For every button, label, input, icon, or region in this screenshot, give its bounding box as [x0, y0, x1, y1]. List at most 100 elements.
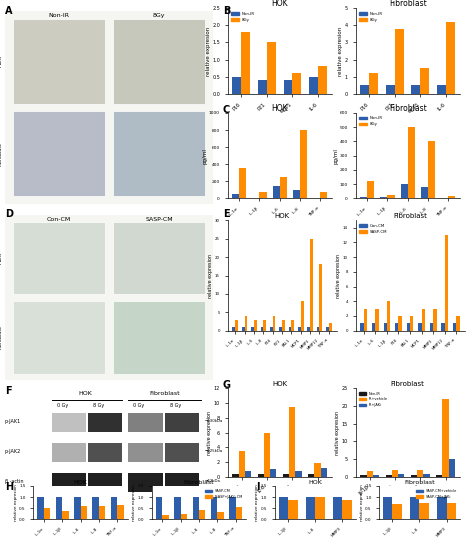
Bar — [295, 471, 302, 477]
Bar — [88, 413, 122, 432]
Legend: Non-IR, 8Gy: Non-IR, 8Gy — [357, 10, 384, 23]
Bar — [442, 399, 449, 477]
Bar — [411, 85, 420, 94]
Text: A: A — [5, 6, 12, 15]
Y-axis label: relative expresion: relative expresion — [360, 484, 364, 521]
Bar — [163, 515, 169, 519]
Bar — [360, 85, 369, 94]
Bar — [401, 184, 408, 198]
Bar — [232, 194, 239, 198]
Bar — [259, 192, 266, 198]
Legend: SASP-CM, (SASP+JAKi)-CM: SASP-CM, (SASP+JAKi)-CM — [204, 488, 245, 500]
Title: Fibroblast: Fibroblast — [404, 480, 435, 485]
Bar — [242, 327, 245, 331]
Bar — [301, 301, 303, 331]
Bar — [449, 459, 455, 477]
Bar — [264, 433, 270, 477]
Y-axis label: relative expresion: relative expresion — [209, 253, 213, 298]
Text: Fibroblast: Fibroblast — [0, 142, 3, 166]
Bar — [387, 301, 391, 331]
Bar — [283, 474, 289, 477]
Bar — [366, 471, 373, 477]
Text: C: C — [223, 105, 230, 115]
Bar — [88, 473, 122, 492]
Bar — [264, 320, 266, 331]
Legend: Con-CM, SASP-CM: Con-CM, SASP-CM — [357, 223, 389, 235]
Bar — [113, 222, 205, 294]
Text: p-JAK2: p-JAK2 — [5, 449, 21, 454]
Text: 0 Gy: 0 Gy — [57, 403, 68, 408]
Bar — [92, 497, 99, 519]
Bar — [314, 463, 321, 477]
Text: H: H — [5, 482, 13, 492]
Bar — [235, 320, 238, 331]
Bar — [307, 327, 310, 331]
Bar — [261, 327, 264, 331]
Bar — [420, 68, 429, 94]
Bar — [308, 474, 314, 477]
Bar — [288, 500, 298, 519]
Bar — [417, 469, 423, 477]
Bar — [369, 73, 378, 94]
Bar — [279, 327, 282, 331]
Y-axis label: pg/ml: pg/ml — [333, 148, 338, 164]
Bar — [13, 301, 105, 374]
Y-axis label: relative expresion: relative expresion — [335, 410, 340, 455]
Title: Fibroblast: Fibroblast — [389, 0, 427, 8]
Bar — [392, 469, 398, 477]
Text: β -actin: β -actin — [5, 479, 23, 484]
Bar — [292, 320, 294, 331]
Bar — [453, 323, 456, 331]
Legend: Non-IR, 8Gy: Non-IR, 8Gy — [357, 115, 384, 128]
Title: HOK: HOK — [272, 381, 287, 387]
Text: Con-CM: Con-CM — [47, 217, 71, 222]
Bar — [62, 511, 69, 519]
Bar — [456, 316, 460, 331]
Bar — [360, 475, 366, 477]
Y-axis label: relative expresion: relative expresion — [337, 253, 341, 298]
Bar — [419, 503, 429, 519]
Text: 8 Gy: 8 Gy — [170, 403, 181, 408]
Bar — [447, 503, 456, 519]
Text: HOK: HOK — [79, 391, 93, 396]
Bar — [211, 497, 218, 519]
Bar — [436, 475, 442, 477]
Bar — [448, 196, 455, 198]
Y-axis label: relative expresion: relative expresion — [338, 26, 343, 75]
Bar — [52, 413, 86, 432]
Text: D: D — [5, 209, 13, 219]
Text: 8 Gy: 8 Gy — [93, 403, 104, 408]
Bar — [192, 497, 199, 519]
Bar — [437, 85, 446, 94]
Title: HOK: HOK — [271, 104, 288, 113]
Title: HOK: HOK — [271, 0, 288, 8]
Text: B: B — [223, 6, 230, 15]
Text: →125kDa: →125kDa — [205, 450, 224, 453]
Bar — [421, 187, 428, 198]
Text: E: E — [223, 209, 229, 219]
Bar — [381, 197, 387, 198]
Text: →42kDa: →42kDa — [205, 479, 221, 483]
Text: SASP-CM: SASP-CM — [145, 217, 173, 222]
Bar — [199, 510, 206, 519]
Bar — [360, 197, 367, 198]
Bar — [364, 309, 367, 331]
Bar — [386, 85, 395, 94]
Title: HOK: HOK — [274, 213, 290, 219]
Text: Non-IR: Non-IR — [48, 13, 70, 18]
Bar — [128, 413, 163, 432]
Bar — [407, 323, 410, 331]
Bar — [446, 22, 455, 94]
Bar — [383, 497, 392, 519]
Title: Fibroblast: Fibroblast — [389, 104, 427, 113]
Bar — [88, 443, 122, 462]
Bar — [395, 29, 404, 94]
Bar — [298, 327, 301, 331]
Bar — [113, 301, 205, 374]
Bar — [411, 475, 417, 477]
Bar — [385, 475, 392, 477]
Title: Fibroblast: Fibroblast — [184, 480, 214, 485]
Bar — [273, 186, 280, 198]
Bar — [392, 504, 402, 519]
Bar — [99, 506, 105, 519]
